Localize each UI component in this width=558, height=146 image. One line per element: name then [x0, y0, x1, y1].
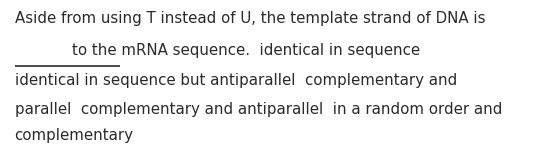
Text: parallel  complementary and antiparallel  in a random order and: parallel complementary and antiparallel …	[15, 102, 502, 117]
Text: to the mRNA sequence.  identical in sequence: to the mRNA sequence. identical in seque…	[15, 43, 420, 58]
Text: complementary: complementary	[15, 128, 133, 143]
Text: Aside from using T instead of U, the template strand of DNA is: Aside from using T instead of U, the tem…	[15, 11, 485, 26]
Text: identical in sequence but antiparallel  complementary and: identical in sequence but antiparallel c…	[15, 73, 457, 88]
